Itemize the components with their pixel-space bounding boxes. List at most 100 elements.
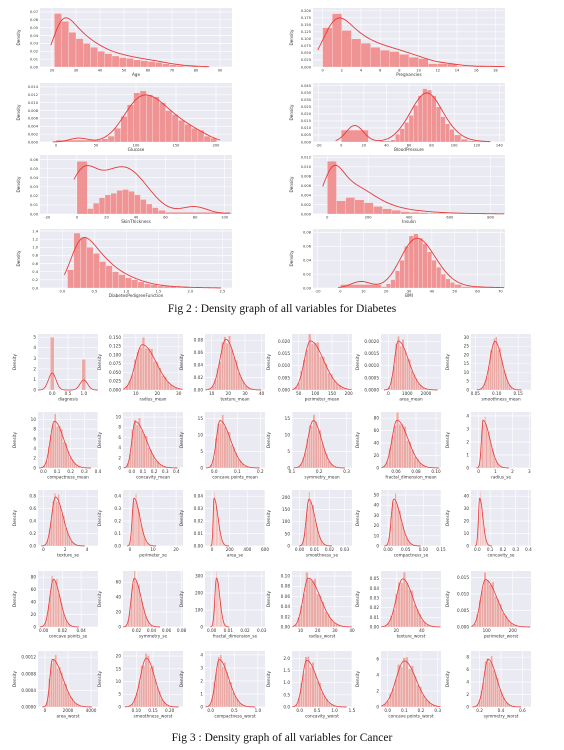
kde-line [123, 421, 178, 469]
histogram-bar [486, 657, 489, 708]
histogram-bar [58, 425, 61, 469]
y-tick-label: 0.000 [301, 212, 312, 216]
histogram-bar [52, 579, 55, 628]
x-tick-label: 60 [407, 144, 412, 148]
y-tick-label: 0 [376, 543, 379, 548]
histogram-bar [149, 667, 152, 708]
histogram-bar [417, 95, 423, 143]
histogram-bar [158, 210, 166, 215]
x-tick-label: 0.0 [49, 391, 56, 396]
kde-line [63, 237, 222, 289]
y-tick-label: 0.5 [283, 692, 290, 697]
kde-line [476, 420, 509, 469]
histogram-bar [83, 43, 91, 68]
y-axis-label: Density [97, 671, 102, 687]
histogram-bar [460, 139, 468, 143]
x-tick-label: 0 [76, 216, 79, 220]
panel-perimeter-se: 0.0 0.1 0.2 0.3 0.4 0 10 20 perimeter_se Density [97, 490, 183, 557]
kde-line [42, 658, 92, 708]
panel-symmetry-se: 0 20 40 60 0.02 0.04 0.06 0.08 symmetry_se Densit… [97, 570, 186, 638]
y-tick-label: 0.005 [278, 375, 290, 380]
histogram-bar [140, 199, 147, 215]
histogram-bar [308, 579, 312, 628]
histogram-bars [470, 572, 528, 628]
x-tick-label: 20 [394, 628, 400, 633]
histogram-bar [99, 261, 107, 289]
histogram-bar [59, 505, 62, 547]
y-tick-label: 20 [464, 519, 470, 524]
histogram-bar [390, 279, 396, 289]
histogram-bars [341, 88, 486, 143]
y-tick-label: 5 [118, 692, 121, 697]
histogram-bar [142, 433, 146, 469]
y-tick-label: 0 [33, 465, 36, 470]
y-tick-label: 2 [33, 366, 36, 371]
y-axis-label: Density [289, 29, 294, 45]
y-tick-label: 4 [200, 652, 203, 657]
histogram-bar [401, 423, 404, 469]
histogram-bar [408, 115, 414, 143]
histogram-bar [313, 518, 316, 547]
panel-skinthickness: 0.00 0.01 0.02 0.03 0.04 0.05 0.06 -20 0 20 40 60 80… [16, 155, 233, 224]
y-tick-label: 0 [287, 543, 290, 548]
histogram-bar [486, 580, 490, 628]
x-tick-label: 0.10 [132, 708, 142, 713]
histogram-bar [400, 211, 411, 215]
y-tick-label: 80 [31, 575, 37, 580]
x-tick-label: 10 [150, 547, 156, 552]
histogram-bar [307, 656, 310, 708]
y-tick-label: 0.015 [457, 575, 469, 580]
x-tick-label: 0.0 [211, 469, 218, 474]
histogram-bar [134, 500, 136, 547]
x-tick-label: 0.08 [411, 469, 421, 474]
x-tick-label: 40 [349, 628, 355, 633]
histogram-bar [445, 123, 450, 143]
x-tick-label: 0 [44, 708, 47, 713]
y-axis-label: Density [179, 432, 184, 448]
histogram-bar [118, 274, 126, 289]
y-tick-label: 4 [376, 672, 379, 677]
x-tick-label: 150 [173, 144, 181, 148]
y-tick-label: 0.0008 [21, 671, 36, 676]
y-tick-label: 0.000 [28, 140, 39, 144]
y-tick-label: 20 [374, 453, 380, 458]
histogram-bar [396, 505, 399, 547]
x-tick-label: 1.0 [124, 290, 130, 294]
y-axis-label: Density [97, 510, 102, 526]
y-tick-label: 0.3 [114, 506, 121, 511]
x-tick-label: 40 [384, 144, 389, 148]
y-tick-label: 0.010 [301, 165, 312, 169]
x-tick-label: 0.00 [39, 628, 49, 633]
y-tick-label: 0.01 [194, 531, 204, 536]
y-tick-label: 0.04 [281, 604, 291, 609]
y-axis-label: Density [12, 354, 17, 370]
y-axis-label: Density [12, 510, 17, 526]
histogram-bar [327, 372, 331, 391]
y-tick-label: 2 [200, 678, 203, 683]
x-tick-label: 0 [387, 391, 390, 396]
x-tick-label: 6 [379, 69, 382, 73]
histogram-bar [440, 273, 446, 289]
histogram-bar [379, 140, 392, 143]
histogram-bar [400, 582, 404, 628]
histogram-bar [230, 349, 234, 391]
y-tick-label: 0.010 [457, 592, 469, 597]
kde-line [322, 164, 505, 215]
x-axis-label: compactness_mean [47, 474, 89, 479]
x-tick-label: 100 [221, 216, 229, 220]
histogram-bar [147, 348, 151, 391]
x-tick-label: 14 [455, 69, 460, 73]
x-tick-label: 16 [474, 69, 479, 73]
y-tick-label: 60 [116, 580, 122, 585]
kde-line [292, 340, 352, 390]
histogram-bar [152, 96, 160, 143]
histogram-bar [408, 589, 411, 628]
x-axis-label: perimeter_worst [484, 633, 519, 638]
histogram-bar [223, 426, 227, 469]
y-tick-label: 0.02 [30, 194, 38, 198]
y-tick-label: 10 [464, 531, 470, 536]
histogram-bar [105, 265, 113, 289]
histogram-bar [227, 680, 231, 708]
y-tick-label: 2 [118, 455, 121, 460]
histogram-bar [52, 658, 55, 708]
